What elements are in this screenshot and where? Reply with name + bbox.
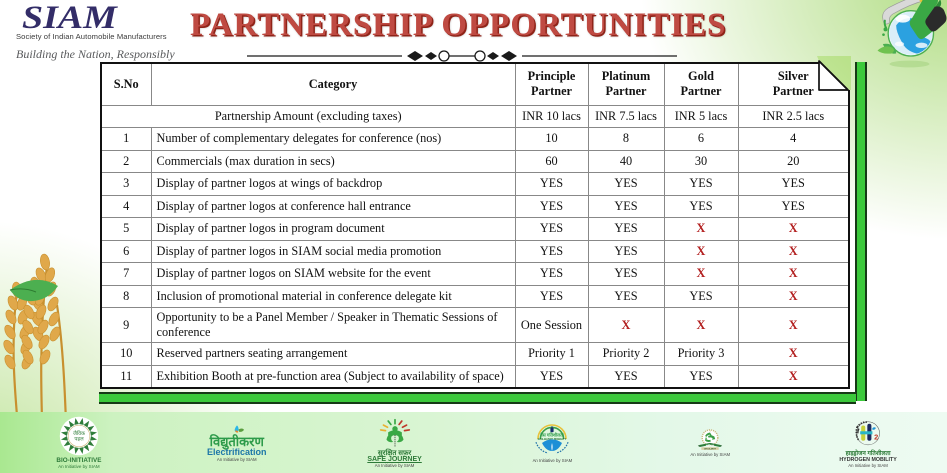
- svg-text:जैविक: जैविक: [73, 430, 86, 437]
- svg-text:पहल: पहल: [74, 436, 84, 442]
- svg-text:गैस गतिशीलता: गैस गतिशीलता: [540, 431, 565, 437]
- svg-text:2: 2: [874, 432, 878, 441]
